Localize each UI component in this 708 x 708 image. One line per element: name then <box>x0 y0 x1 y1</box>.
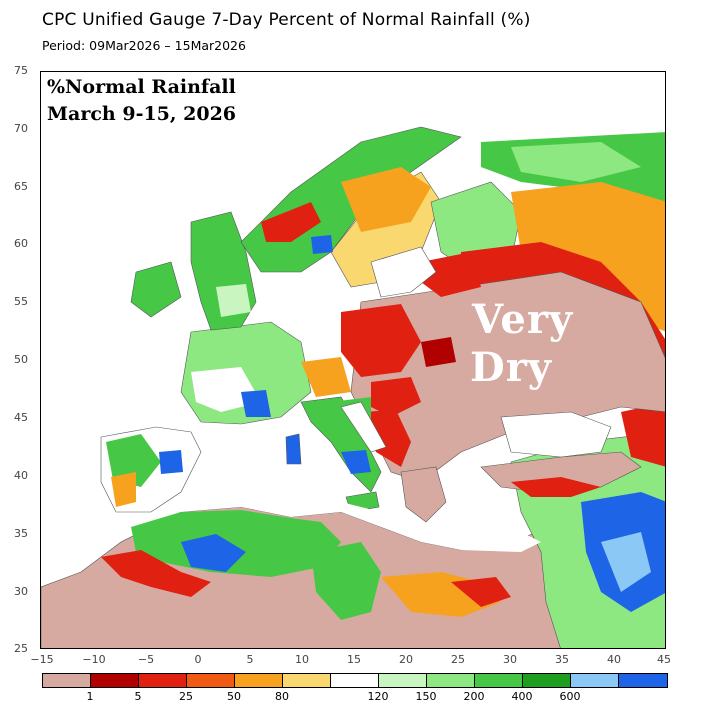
annotation-line-1: %Normal Rainfall <box>47 76 236 98</box>
lon-tick-25: 25 <box>451 653 465 666</box>
middle-east-lightblue <box>601 532 651 592</box>
mediterranean-sea <box>171 487 541 552</box>
lat-tick-70: 70 <box>14 122 28 135</box>
lat-tick-50: 50 <box>14 353 28 366</box>
lat-tick-75: 75 <box>14 64 28 77</box>
dry-label: Dry <box>470 344 553 391</box>
period-label: Period: 09Mar2026 – 15Mar2026 <box>42 38 246 53</box>
lon-tick-m10: −10 <box>82 653 106 666</box>
rainfall-map <box>40 71 666 649</box>
lon-tick-15: 15 <box>347 653 361 666</box>
ukraine-red <box>421 337 456 367</box>
alps-orange <box>301 357 351 397</box>
legend-label: 25 <box>179 690 193 703</box>
legend-swatch <box>427 674 475 687</box>
legend-label: 80 <box>275 690 289 703</box>
legend-label: 200 <box>463 690 485 703</box>
italy-blue <box>341 450 371 474</box>
lat-tick-40: 40 <box>14 469 28 482</box>
lon-tick-m5: −5 <box>137 653 155 666</box>
north-africa-blue <box>181 534 246 572</box>
legend-label: 50 <box>227 690 241 703</box>
legend-swatch <box>619 674 667 687</box>
lat-tick-65: 65 <box>14 180 28 193</box>
legend-swatch <box>91 674 139 687</box>
legend-swatch <box>43 674 91 687</box>
ireland <box>130 261 182 318</box>
legend-label: 400 <box>511 690 533 703</box>
lon-tick-30: 30 <box>503 653 517 666</box>
greece-land <box>400 466 447 523</box>
france-blue <box>241 390 271 417</box>
legend-swatch <box>523 674 571 687</box>
legend-label: 150 <box>415 690 437 703</box>
very-dry-label: Very <box>472 296 574 343</box>
lon-tick-10: 10 <box>295 653 309 666</box>
legend-swatch <box>283 674 331 687</box>
legend-label: 1 <box>86 690 94 703</box>
lat-tick-60: 60 <box>14 237 28 250</box>
lat-tick-25: 25 <box>14 642 28 655</box>
baltic-sea <box>370 246 437 298</box>
legend-label: 5 <box>134 690 142 703</box>
legend-swatch <box>331 674 379 687</box>
black-sea <box>500 411 612 458</box>
color-legend <box>42 673 668 688</box>
lon-tick-20: 20 <box>399 653 413 666</box>
lon-tick-45: 45 <box>657 653 671 666</box>
legend-swatch <box>139 674 187 687</box>
iberia-green <box>106 434 161 487</box>
egypt-red <box>451 577 511 607</box>
lon-tick-m15: −15 <box>30 653 54 666</box>
map-title: CPC Unified Gauge 7-Day Percent of Norma… <box>42 10 531 30</box>
poland-red <box>341 304 421 377</box>
north-africa-green-band <box>131 510 341 577</box>
caucasus-red <box>621 402 665 467</box>
turkey-red <box>511 477 601 497</box>
lat-tick-55: 55 <box>14 295 28 308</box>
legend-swatch <box>235 674 283 687</box>
arctic-russia-lightgreen <box>511 142 641 182</box>
north-africa-red-band <box>101 550 211 597</box>
legend-swatch <box>379 674 427 687</box>
lat-tick-45: 45 <box>14 411 28 424</box>
sardinia <box>285 433 302 465</box>
britain-white <box>216 284 251 317</box>
lat-tick-30: 30 <box>14 585 28 598</box>
lon-tick-5: 5 <box>246 653 254 666</box>
russia-red-band <box>461 242 665 371</box>
baltic-red <box>421 252 481 297</box>
adriatic-sea <box>340 401 387 453</box>
scandinavia-blue <box>311 235 333 254</box>
lat-tick-35: 35 <box>14 527 28 540</box>
legend-swatch <box>187 674 235 687</box>
hungary-red <box>371 377 421 417</box>
legend-label: 120 <box>367 690 389 703</box>
legend-label: 600 <box>559 690 581 703</box>
libya-green <box>311 542 381 620</box>
lon-tick-0: 0 <box>194 653 202 666</box>
lon-tick-40: 40 <box>607 653 621 666</box>
iberia-blue <box>159 450 183 474</box>
lon-tick-35: 35 <box>555 653 569 666</box>
iberia-orange <box>111 472 136 507</box>
scandinavia-red <box>261 202 321 242</box>
scandinavia-orange <box>341 167 431 232</box>
legend-swatch <box>475 674 523 687</box>
map-canvas <box>41 126 665 648</box>
annotation-line-2: March 9-15, 2026 <box>47 103 237 125</box>
legend-swatch <box>571 674 619 687</box>
